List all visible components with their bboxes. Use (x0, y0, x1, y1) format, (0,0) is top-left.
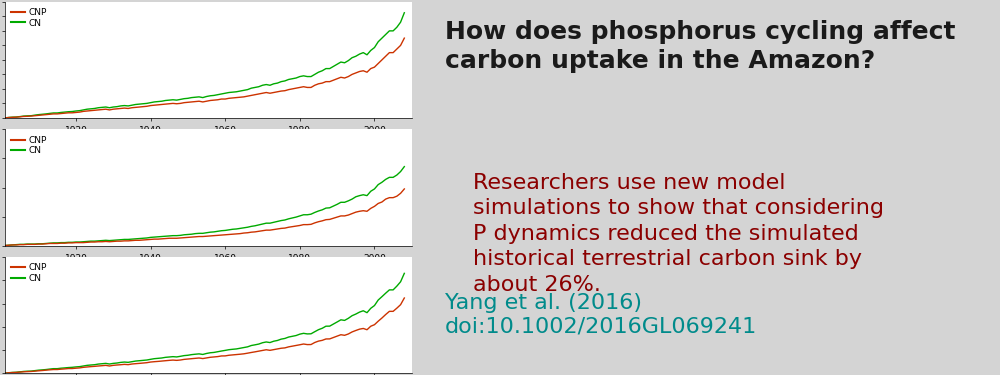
Legend: CNP, CN: CNP, CN (10, 262, 49, 285)
Legend: CNP, CN: CNP, CN (10, 6, 49, 29)
Text: How does phosphorus cycling affect
carbon uptake in the Amazon?: How does phosphorus cycling affect carbo… (445, 20, 955, 73)
Legend: CNP, CN: CNP, CN (10, 134, 49, 157)
Text: Yang et al. (2016)
doi:10.1002/2016GL069241: Yang et al. (2016) doi:10.1002/2016GL069… (445, 293, 757, 336)
Text: Researchers use new model
simulations to show that considering
P dynamics reduce: Researchers use new model simulations to… (473, 172, 884, 295)
